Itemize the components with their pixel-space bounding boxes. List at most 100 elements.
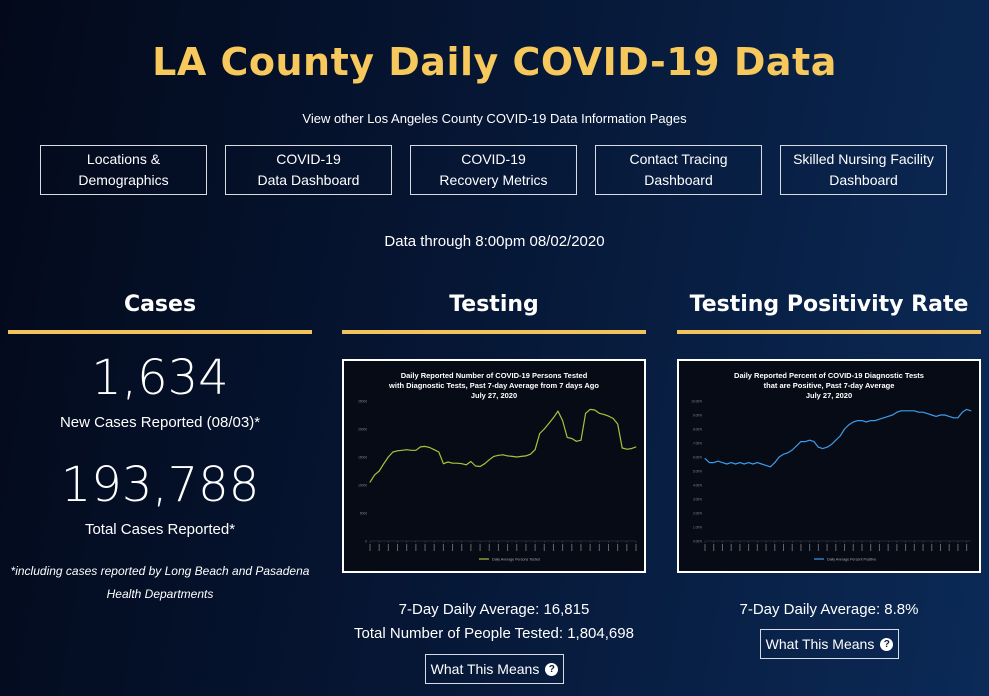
series-line [369, 408, 637, 483]
data-point [612, 417, 614, 419]
question-circle-icon: ? [545, 662, 559, 676]
recovery-metrics-button[interactable]: COVID-19 Recovery Metrics [410, 145, 577, 195]
series-line [704, 408, 972, 468]
data-point [944, 414, 946, 416]
data-point [935, 415, 937, 417]
data-point [475, 465, 476, 467]
info-pages-subtitle: View other Los Angeles County COVID-19 D… [302, 111, 687, 126]
data-point [878, 418, 880, 420]
data-point [809, 439, 811, 441]
x-tick-label [415, 544, 417, 551]
y-tick-label: 0 [365, 540, 367, 544]
data-point [378, 470, 380, 472]
data-point [374, 474, 376, 476]
data-point [870, 420, 872, 422]
x-tick-label [931, 544, 933, 551]
x-tick-label [791, 544, 793, 551]
data-point [387, 456, 389, 458]
x-tick-label [713, 544, 715, 551]
data-point [438, 451, 440, 453]
x-tick-label [905, 544, 907, 551]
data-point [410, 449, 412, 451]
data-point [589, 408, 591, 410]
data-point [635, 446, 637, 448]
x-tick-label [756, 544, 758, 551]
testing-heading: Testing [449, 292, 539, 317]
total-cases-count: 193,788 [60, 457, 260, 513]
data-point [926, 413, 928, 415]
x-tick-label [479, 544, 481, 551]
x-tick-label [369, 544, 371, 551]
data-point [617, 423, 619, 425]
data-point [470, 461, 472, 462]
data-point [874, 420, 876, 422]
data-point [447, 461, 449, 463]
data-point [433, 449, 435, 451]
data-point [961, 411, 963, 413]
y-tick-label: 20000 [358, 428, 367, 432]
x-tick-label [887, 544, 889, 551]
data-point [392, 451, 394, 453]
data-point [415, 449, 417, 451]
data-point [765, 464, 767, 466]
x-tick-label [497, 544, 499, 551]
locations-demographics-button[interactable]: Locations & Demographics [40, 145, 207, 195]
page-title: LA County Daily COVID-19 Data [152, 40, 837, 84]
nav-button-label: Locations & Demographics [78, 151, 169, 188]
skilled-nursing-button[interactable]: Skilled Nursing Facility Dashboard [780, 145, 947, 195]
x-tick-label [957, 544, 959, 551]
data-point [787, 452, 789, 454]
testing-chart-svg: 0 5000 10000 15000 20000 25000 Daily Average P… [358, 400, 637, 561]
x-tick-label [922, 544, 924, 551]
data-point [852, 421, 854, 423]
y-tick-label: 10000 [358, 484, 367, 488]
nav-button-label: COVID-19 Recovery Metrics [439, 151, 548, 188]
positivity-divider [677, 330, 981, 334]
x-tick-label [406, 544, 408, 551]
x-tick-label [826, 544, 828, 551]
testing-what-this-means-button[interactable]: What This Means ? [425, 654, 564, 684]
data-point [804, 441, 806, 443]
data-point [905, 410, 907, 412]
data-point [539, 433, 541, 434]
data-point [603, 413, 605, 415]
data-point [608, 415, 609, 417]
data-point [892, 414, 893, 416]
y-tick-label: 8.00% [693, 428, 702, 432]
x-tick-label [617, 544, 619, 551]
data-dashboard-button[interactable]: COVID-19 Data Dashboard [225, 145, 392, 195]
data-point [966, 408, 968, 410]
button-label: What This Means [430, 661, 540, 677]
y-tick-label: 10.00% [691, 400, 702, 404]
data-point [783, 453, 784, 455]
data-point [817, 446, 819, 448]
data-point [713, 462, 715, 464]
x-tick-label [433, 544, 435, 551]
data-point [730, 462, 732, 464]
nav-button-label: Skilled Nursing Facility Dashboard [793, 151, 934, 188]
x-tick-label [635, 544, 637, 551]
data-point [562, 420, 564, 422]
testing-daily-average: 7-Day Daily Average: 16,815 [398, 601, 590, 618]
testing-total-tested: Total Number of People Tested: 1,804,698 [354, 625, 634, 642]
positivity-chart-svg: 0.00% 1.00% 2.00% 3.00% 4.00% 5.00% 6.00% 7.00%… [691, 400, 972, 561]
positivity-chart-title: Daily Reported Percent of COVID-19 Diagn… [734, 371, 924, 400]
x-tick-label [397, 544, 399, 551]
data-point [940, 414, 941, 416]
data-point [493, 455, 495, 457]
x-tick-label [525, 544, 527, 551]
data-point [900, 410, 902, 412]
x-tick-label [452, 544, 454, 551]
legend-label: Daily Average Persons Tested [492, 557, 540, 561]
data-point [791, 449, 793, 451]
positivity-what-this-means-button[interactable]: What This Means ? [760, 629, 899, 659]
x-tick-label [552, 544, 554, 551]
data-point [721, 462, 723, 464]
y-tick-label: 7.00% [693, 442, 702, 446]
x-tick-label [626, 544, 628, 551]
data-point [883, 417, 885, 419]
data-point [502, 454, 504, 456]
contact-tracing-button[interactable]: Contact Tracing Dashboard [595, 145, 762, 195]
x-tick-label [817, 544, 819, 551]
data-point [752, 463, 754, 465]
